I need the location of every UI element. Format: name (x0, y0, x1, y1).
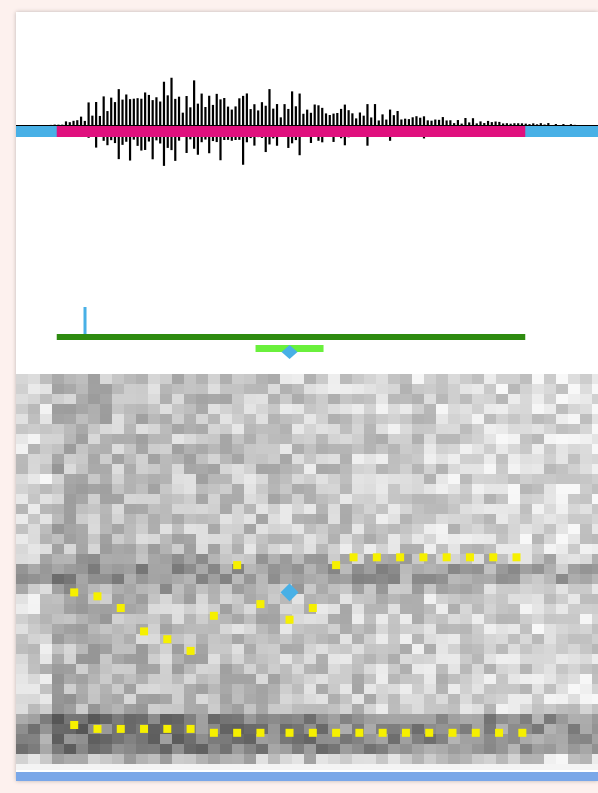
formant-1-point[interactable] (308, 604, 317, 612)
formant-2-point[interactable] (495, 728, 504, 737)
formant-2-point[interactable] (140, 724, 149, 733)
formant-1-point[interactable] (419, 553, 428, 562)
formant-2-point[interactable] (285, 728, 294, 737)
formant-2-point[interactable] (332, 728, 341, 737)
formant-2-point[interactable] (401, 728, 410, 737)
pitch-track[interactable] (56, 334, 526, 340)
formant-1-point[interactable] (70, 588, 79, 597)
selected-point-diamond-icon[interactable] (280, 583, 299, 602)
formant-1-point[interactable] (256, 600, 265, 609)
formant-1-point[interactable] (349, 553, 358, 562)
formant-1-point[interactable] (285, 615, 294, 624)
formant-2-point[interactable] (308, 728, 317, 737)
formant-1-point[interactable] (372, 553, 381, 562)
formant-points[interactable] (70, 553, 527, 737)
formant-2-point[interactable] (448, 728, 457, 737)
divider (16, 764, 598, 770)
formant-2-point[interactable] (233, 728, 242, 737)
spectrogram-image (16, 374, 598, 764)
cursor-marker-icon[interactable] (83, 307, 87, 334)
formant-1-point[interactable] (442, 553, 451, 562)
formant-2-point[interactable] (209, 728, 218, 737)
bottom-scrollbar[interactable] (16, 772, 598, 781)
formant-2-point[interactable] (163, 724, 172, 733)
formant-1-point[interactable] (332, 561, 341, 570)
formant-2-point[interactable] (378, 728, 387, 737)
formant-2-point[interactable] (186, 724, 195, 733)
formant-2-point[interactable] (518, 728, 527, 737)
spectrogram-view[interactable] (16, 374, 598, 764)
formant-2-point[interactable] (93, 724, 102, 733)
formant-1-point[interactable] (186, 646, 195, 655)
formant-2-point[interactable] (116, 724, 125, 733)
formant-2-point[interactable] (425, 728, 434, 737)
formant-2-point[interactable] (471, 728, 480, 737)
formant-2-point[interactable] (256, 728, 265, 737)
formant-2-point[interactable] (355, 728, 364, 737)
formant-1-point[interactable] (163, 635, 172, 644)
analysis-panel (16, 12, 598, 781)
formant-2-point[interactable] (70, 721, 79, 729)
waveform-trace (16, 77, 598, 166)
formant-1-point[interactable] (140, 627, 149, 636)
diamond-marker-icon[interactable] (281, 345, 298, 359)
formant-1-point[interactable] (233, 561, 242, 570)
formant-1-point[interactable] (489, 553, 498, 562)
formant-1-point[interactable] (396, 553, 405, 562)
waveform-view[interactable] (16, 12, 598, 372)
formant-1-point[interactable] (116, 604, 125, 612)
formant-1-point[interactable] (512, 553, 521, 562)
selection-bar[interactable] (56, 126, 526, 137)
formant-1-point[interactable] (209, 611, 218, 620)
formant-1-point[interactable] (465, 553, 474, 562)
formant-1-point[interactable] (93, 592, 102, 601)
